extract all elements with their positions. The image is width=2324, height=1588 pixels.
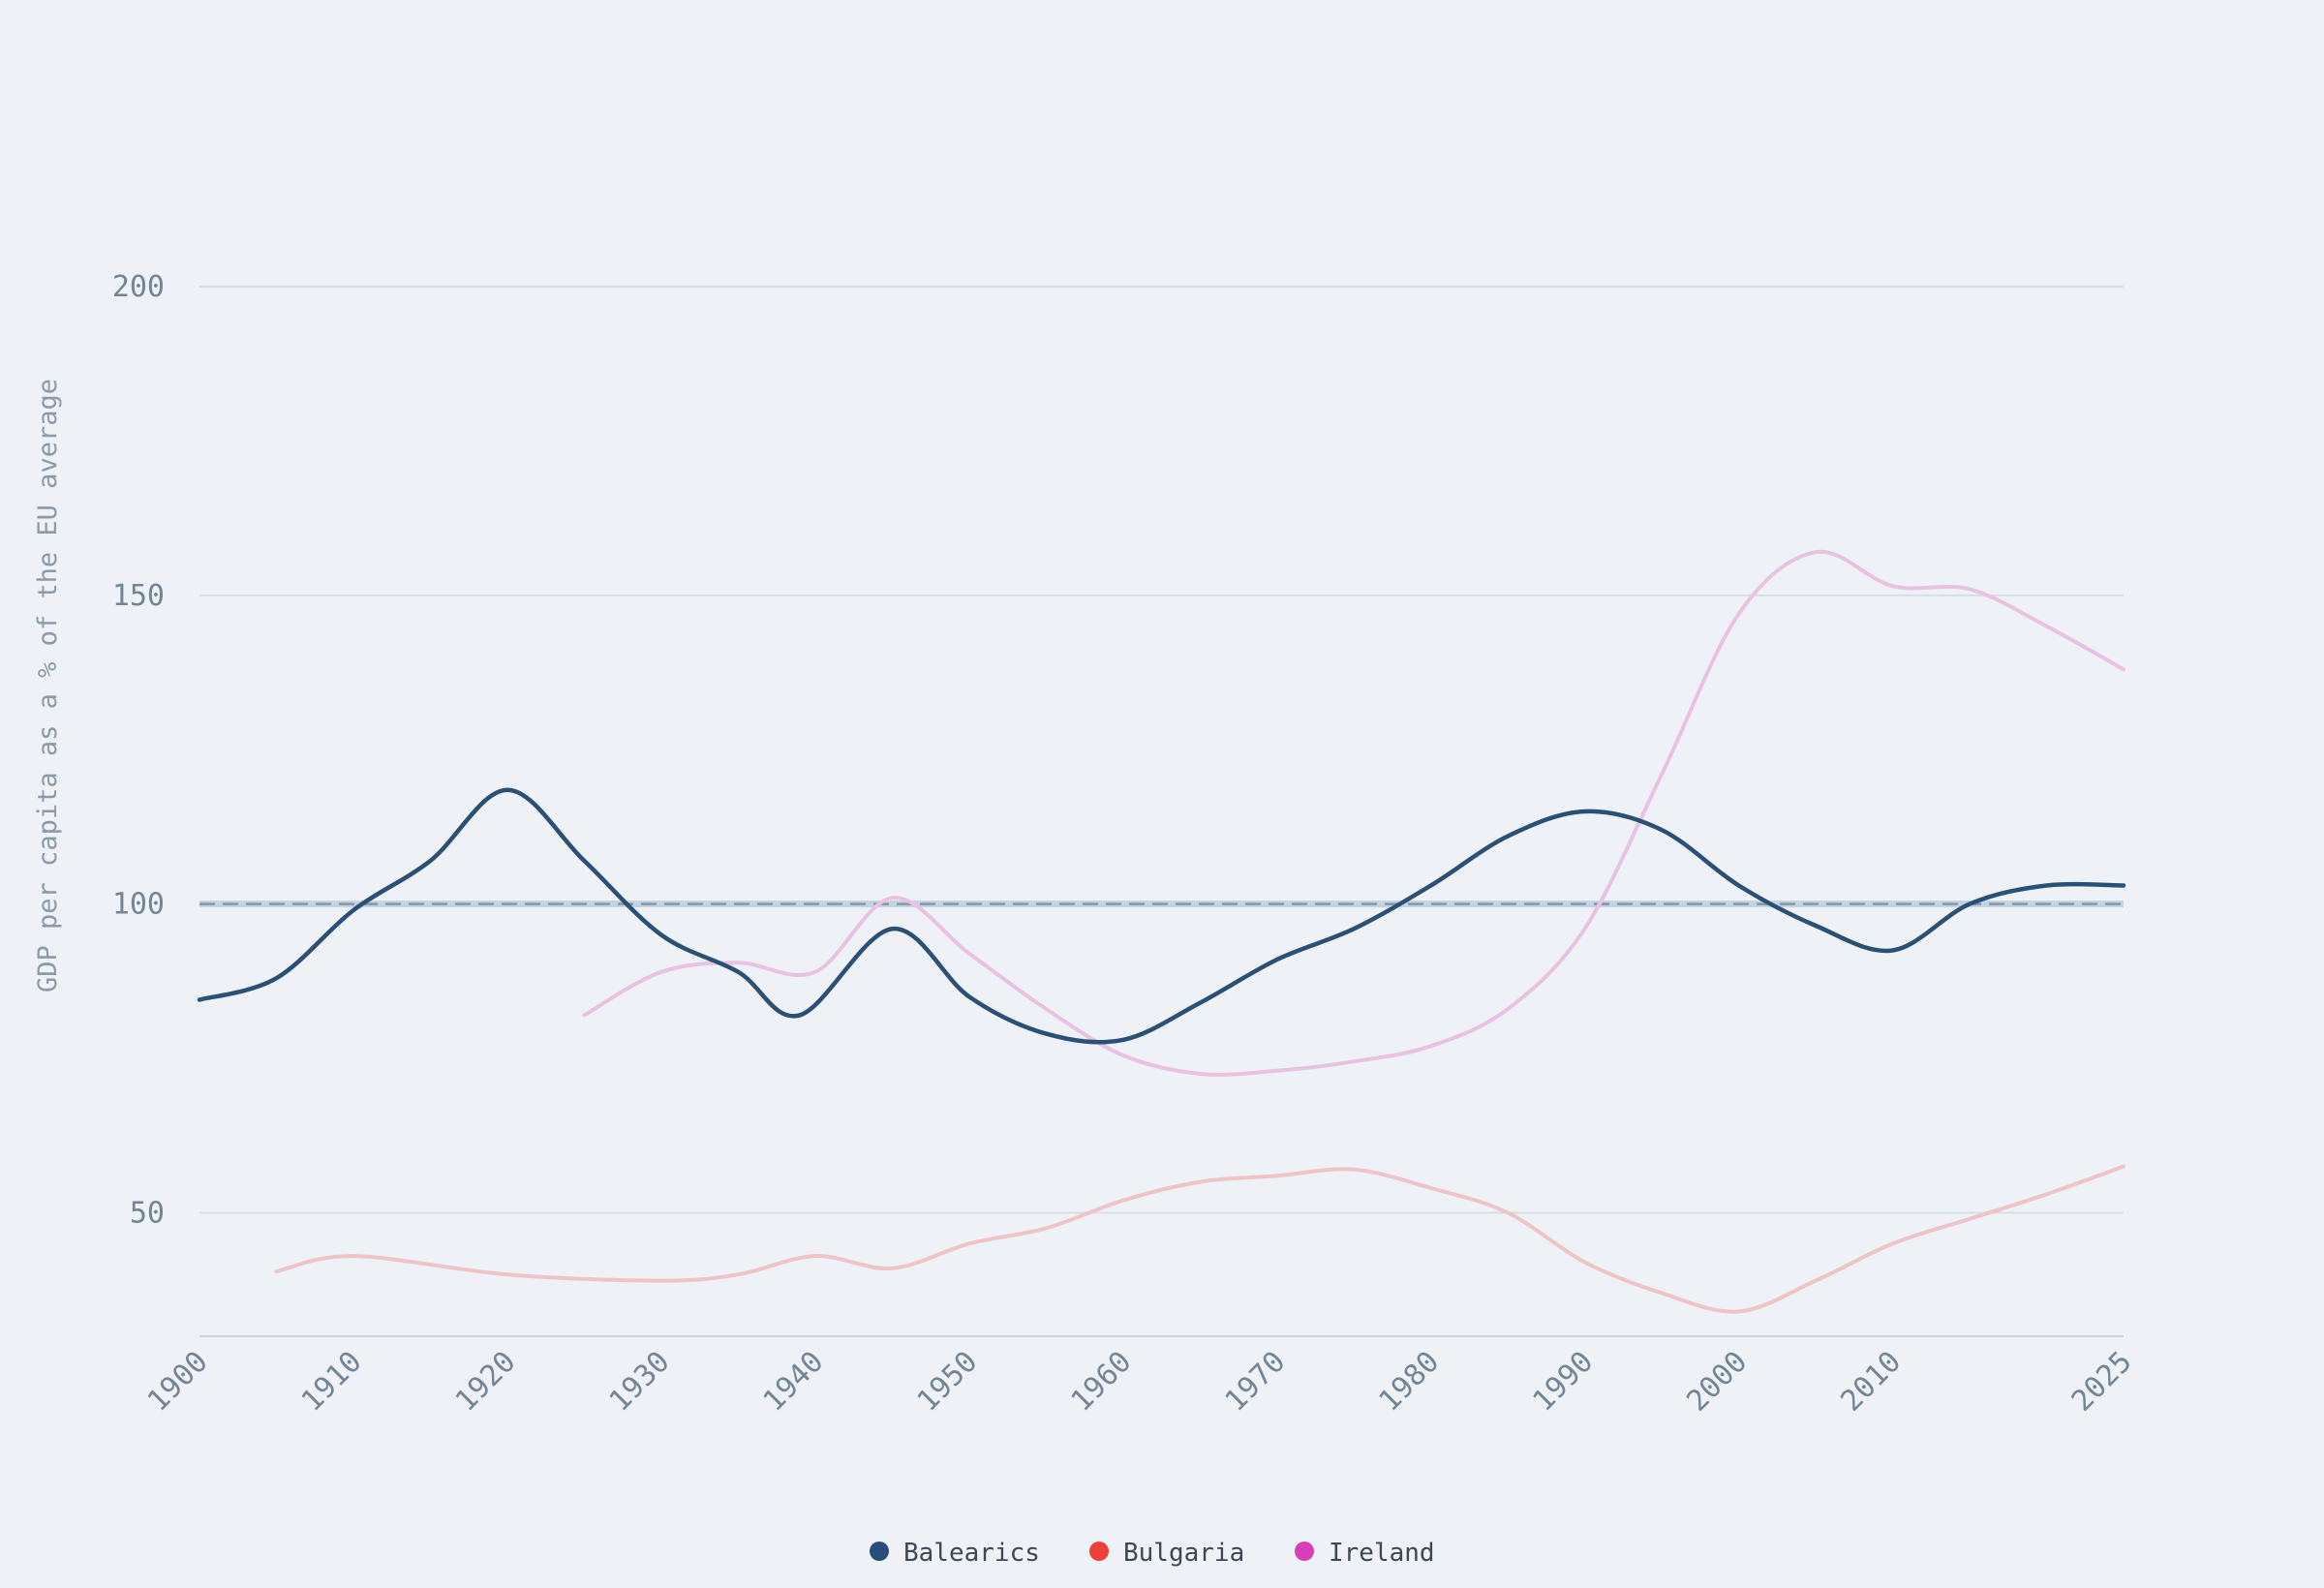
legend: Balearics Bulgaria Ireland bbox=[870, 1539, 1435, 1568]
legend-marker bbox=[1089, 1542, 1109, 1561]
x-tick-label: 1930 bbox=[603, 1345, 677, 1419]
legend-label: Ireland bbox=[1329, 1539, 1435, 1568]
x-axis-ticks: 1900 1910 1920 1930 1940 1950 1960 1970 1980 1990… bbox=[141, 1345, 2139, 1419]
legend-item-bulgaria[interactable]: Bulgaria bbox=[1089, 1539, 1244, 1568]
legend-item-balearics[interactable]: Balearics bbox=[870, 1539, 1040, 1568]
x-tick-label: 2025 bbox=[2065, 1345, 2139, 1419]
x-tick-label: 1900 bbox=[141, 1345, 215, 1419]
x-tick-label: 1940 bbox=[757, 1345, 831, 1419]
legend-item-ireland[interactable]: Ireland bbox=[1295, 1539, 1435, 1568]
y-tick-label: 150 bbox=[112, 579, 165, 613]
y-axis-ticks: 50 100 150 200 bbox=[112, 270, 165, 1230]
x-tick-label: 1970 bbox=[1219, 1345, 1293, 1419]
legend-marker bbox=[870, 1542, 889, 1561]
legend-marker bbox=[1295, 1542, 1314, 1561]
legend-label: Bulgaria bbox=[1123, 1539, 1244, 1568]
x-tick-label: 1960 bbox=[1065, 1345, 1139, 1419]
y-tick-label: 200 bbox=[112, 270, 165, 304]
x-tick-label: 1910 bbox=[295, 1345, 369, 1419]
y-tick-label: 100 bbox=[112, 888, 165, 922]
x-tick-label: 2010 bbox=[1834, 1345, 1908, 1419]
x-tick-label: 1950 bbox=[911, 1345, 985, 1419]
x-tick-label: 1990 bbox=[1526, 1345, 1600, 1419]
series-lines bbox=[197, 549, 2126, 1314]
x-tick-label: 2000 bbox=[1680, 1345, 1754, 1419]
series-line-ireland bbox=[582, 549, 2125, 1077]
x-tick-label: 1980 bbox=[1372, 1345, 1446, 1419]
gridlines bbox=[199, 286, 2124, 1214]
x-tick-label: 1920 bbox=[449, 1345, 523, 1419]
series-line-bulgaria bbox=[274, 1164, 2125, 1314]
y-tick-label: 50 bbox=[130, 1196, 165, 1230]
y-axis-label: GDP per capita as a % of the EU average bbox=[33, 379, 63, 992]
legend-label: Balearics bbox=[903, 1539, 1040, 1568]
series-line-balearics bbox=[197, 787, 2126, 1045]
